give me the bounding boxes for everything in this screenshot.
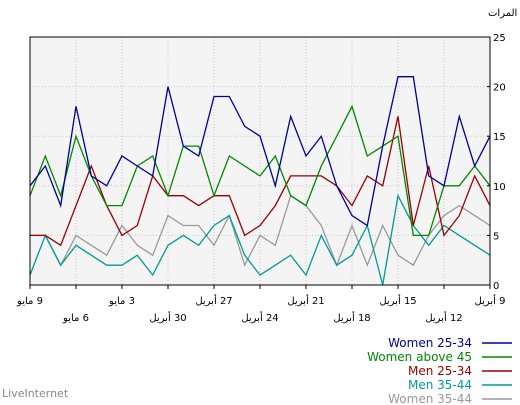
legend-label: Women 35-44: [388, 392, 472, 405]
y-axis-label: المرات: [488, 8, 517, 19]
series-line-women-35-44: [30, 194, 491, 268]
x-tick-label: 15 أبريل: [379, 294, 416, 307]
x-tick-label: 18 أبريل: [333, 311, 370, 324]
y-tick-label: 15: [493, 132, 506, 143]
x-tick-label: 30 أبريل: [149, 311, 186, 324]
y-tick-label: 25: [493, 33, 506, 44]
series-lines: [29, 76, 491, 286]
legend-label: Women above 45: [367, 350, 472, 364]
legend-label: Men 35-44: [408, 378, 472, 392]
legend-label: Men 25-34: [408, 364, 472, 378]
x-tick-label: 9 مايو: [16, 296, 43, 307]
y-tick-label: 5: [493, 231, 499, 242]
x-tick-label: 12 أبريل: [425, 311, 462, 324]
y-axis-ticks: 0 5 10 15 20 25: [487, 33, 506, 292]
series-line-women-25-34: [29, 76, 491, 227]
legend-label: Women 25-34: [388, 336, 472, 350]
grid-lines: [30, 37, 490, 285]
y-tick-label: 20: [493, 83, 506, 94]
x-tick-label: 27 أبريل: [195, 294, 232, 307]
x-axis-ticks: 9 أبريل 15 أبريل 21 أبريل 27 أبريل 3 مايو 9 م…: [16, 285, 506, 324]
x-tick-label: 3 مايو: [108, 296, 135, 307]
series-line-women-above-45: [29, 104, 491, 237]
x-tick-label: 9 أبريل: [475, 294, 506, 307]
x-tick-label: 6 مايو: [62, 313, 89, 324]
y-tick-label: 10: [493, 182, 506, 193]
y-tick-label: 0: [493, 281, 499, 292]
x-tick-label: 24 أبريل: [241, 311, 278, 324]
x-tick-label: 21 أبريل: [287, 294, 324, 307]
brand-label: LiveInternet: [2, 387, 69, 400]
